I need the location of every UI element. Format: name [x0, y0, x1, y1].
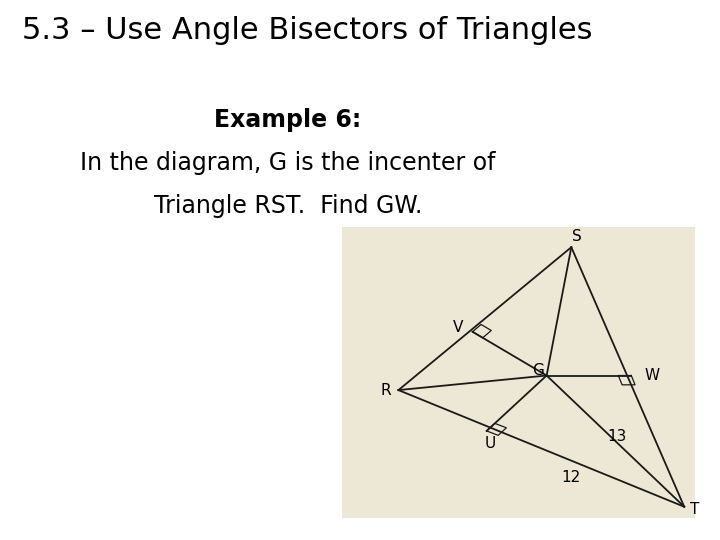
Text: 12: 12 [562, 470, 581, 485]
Text: U: U [485, 436, 496, 451]
Text: Example 6:: Example 6: [215, 108, 361, 132]
Text: 5.3 – Use Angle Bisectors of Triangles: 5.3 – Use Angle Bisectors of Triangles [22, 16, 592, 45]
Text: V: V [453, 320, 463, 335]
Text: W: W [644, 368, 660, 383]
Text: 13: 13 [608, 429, 627, 444]
Bar [342, 227, 695, 518]
Text: Triangle RST.  Find GW.: Triangle RST. Find GW. [154, 194, 422, 218]
Text: S: S [572, 229, 582, 244]
Text: G: G [532, 363, 544, 377]
Text: In the diagram, G is the incenter of: In the diagram, G is the incenter of [80, 151, 496, 175]
Text: R: R [381, 383, 391, 397]
Text: T: T [690, 502, 699, 517]
